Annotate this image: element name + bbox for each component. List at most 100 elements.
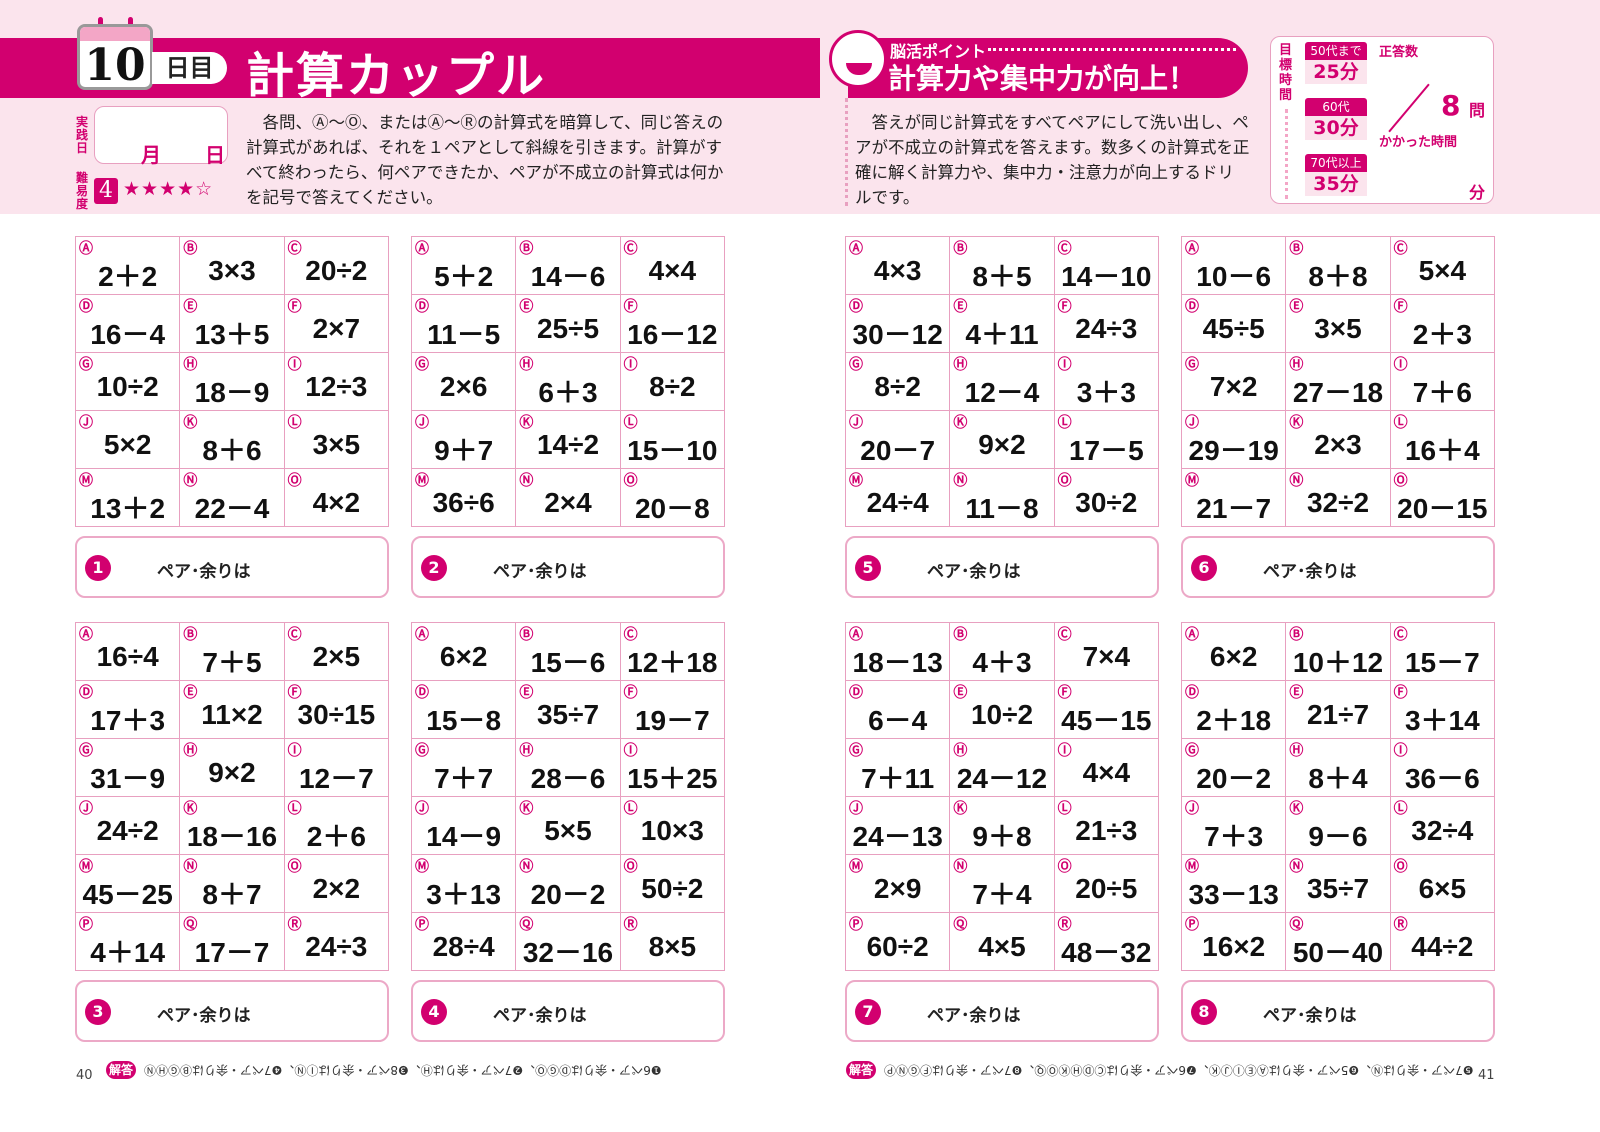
- expression-cell[interactable]: Ⓓ 30－12: [846, 295, 951, 353]
- expression-cell[interactable]: Ⓕ 2＋3: [1390, 295, 1495, 353]
- expression-cell[interactable]: Ⓑ 8＋8: [1286, 237, 1391, 295]
- expression-cell[interactable]: Ⓞ 50÷2: [620, 855, 725, 913]
- expression-cell[interactable]: Ⓕ 24÷3: [1054, 295, 1159, 353]
- answer-box-8[interactable]: 8 ペア･余りは: [1181, 980, 1495, 1042]
- expression-cell[interactable]: Ⓞ 4×2: [284, 469, 389, 527]
- expression-cell[interactable]: Ⓟ 28÷4: [412, 913, 517, 971]
- expression-cell[interactable]: Ⓐ 16÷4: [76, 623, 181, 681]
- expression-cell[interactable]: Ⓓ 17＋3: [76, 681, 181, 739]
- expression-cell[interactable]: Ⓒ 4×4: [620, 237, 725, 295]
- expression-cell[interactable]: Ⓝ 32÷2: [1286, 469, 1391, 527]
- answer-box-7[interactable]: 7 ペア･余りは: [845, 980, 1159, 1042]
- expression-cell[interactable]: Ⓞ 6×5: [1390, 855, 1495, 913]
- expression-cell[interactable]: Ⓚ 18－16: [180, 797, 285, 855]
- expression-cell[interactable]: Ⓓ 11－5: [412, 295, 517, 353]
- expression-cell[interactable]: Ⓐ 6×2: [412, 623, 517, 681]
- expression-cell[interactable]: Ⓕ 30÷15: [284, 681, 389, 739]
- expression-cell[interactable]: Ⓒ 14－10: [1054, 237, 1159, 295]
- expression-cell[interactable]: Ⓗ 18－9: [180, 353, 285, 411]
- expression-cell[interactable]: Ⓛ 17－5: [1054, 411, 1159, 469]
- expression-cell[interactable]: Ⓐ 4×3: [846, 237, 951, 295]
- expression-cell[interactable]: Ⓔ 35÷7: [516, 681, 621, 739]
- expression-cell[interactable]: Ⓞ 2×2: [284, 855, 389, 913]
- expression-cell[interactable]: Ⓞ 30÷2: [1054, 469, 1159, 527]
- expression-cell[interactable]: Ⓖ 10÷2: [76, 353, 181, 411]
- expression-cell[interactable]: Ⓑ 7＋5: [180, 623, 285, 681]
- expression-cell[interactable]: Ⓛ 3×5: [284, 411, 389, 469]
- expression-cell[interactable]: Ⓒ 7×4: [1054, 623, 1159, 681]
- expression-cell[interactable]: Ⓙ 29－19: [1182, 411, 1287, 469]
- answer-box-2[interactable]: 2 ペア･余りは: [411, 536, 725, 598]
- answer-box-1[interactable]: 1 ペア･余りは: [75, 536, 389, 598]
- expression-cell[interactable]: Ⓡ 48－32: [1054, 913, 1159, 971]
- answer-box-6[interactable]: 6 ペア･余りは: [1181, 536, 1495, 598]
- expression-cell[interactable]: Ⓔ 4＋11: [950, 295, 1055, 353]
- expression-cell[interactable]: Ⓝ 8＋7: [180, 855, 285, 913]
- expression-cell[interactable]: Ⓖ 7×2: [1182, 353, 1287, 411]
- expression-cell[interactable]: Ⓔ 21÷7: [1286, 681, 1391, 739]
- expression-cell[interactable]: Ⓙ 9＋7: [412, 411, 517, 469]
- expression-cell[interactable]: Ⓝ 20－2: [516, 855, 621, 913]
- expression-cell[interactable]: Ⓡ 8×5: [620, 913, 725, 971]
- expression-cell[interactable]: Ⓚ 14÷2: [516, 411, 621, 469]
- expression-cell[interactable]: Ⓚ 5×5: [516, 797, 621, 855]
- expression-cell[interactable]: Ⓠ 32－16: [516, 913, 621, 971]
- expression-cell[interactable]: Ⓖ 20－2: [1182, 739, 1287, 797]
- expression-cell[interactable]: Ⓓ 2＋18: [1182, 681, 1287, 739]
- expression-cell[interactable]: Ⓛ 16＋4: [1390, 411, 1495, 469]
- answer-box-4[interactable]: 4 ペア･余りは: [411, 980, 725, 1042]
- expression-cell[interactable]: Ⓛ 21÷3: [1054, 797, 1159, 855]
- expression-cell[interactable]: Ⓗ 28－6: [516, 739, 621, 797]
- expression-cell[interactable]: Ⓠ 4×5: [950, 913, 1055, 971]
- expression-cell[interactable]: Ⓠ 50－40: [1286, 913, 1391, 971]
- expression-cell[interactable]: Ⓖ 2×6: [412, 353, 517, 411]
- expression-cell[interactable]: Ⓔ 25÷5: [516, 295, 621, 353]
- expression-cell[interactable]: Ⓖ 7＋7: [412, 739, 517, 797]
- expression-cell[interactable]: Ⓑ 10＋12: [1286, 623, 1391, 681]
- expression-cell[interactable]: Ⓟ 16×2: [1182, 913, 1287, 971]
- expression-cell[interactable]: Ⓠ 17－7: [180, 913, 285, 971]
- expression-cell[interactable]: Ⓐ 5＋2: [412, 237, 517, 295]
- expression-cell[interactable]: Ⓘ 7＋6: [1390, 353, 1495, 411]
- expression-cell[interactable]: Ⓜ 33－13: [1182, 855, 1287, 913]
- expression-cell[interactable]: Ⓗ 6＋3: [516, 353, 621, 411]
- expression-cell[interactable]: Ⓞ 20÷5: [1054, 855, 1159, 913]
- expression-cell[interactable]: Ⓗ 8＋4: [1286, 739, 1391, 797]
- expression-cell[interactable]: Ⓘ 12÷3: [284, 353, 389, 411]
- expression-cell[interactable]: Ⓛ 10×3: [620, 797, 725, 855]
- expression-cell[interactable]: Ⓜ 2×9: [846, 855, 951, 913]
- expression-cell[interactable]: Ⓑ 3×3: [180, 237, 285, 295]
- expression-cell[interactable]: Ⓕ 3＋14: [1390, 681, 1495, 739]
- expression-cell[interactable]: Ⓔ 3×5: [1286, 295, 1391, 353]
- expression-cell[interactable]: Ⓗ 12－4: [950, 353, 1055, 411]
- expression-cell[interactable]: Ⓐ 2＋2: [76, 237, 181, 295]
- expression-cell[interactable]: Ⓑ 14－6: [516, 237, 621, 295]
- expression-cell[interactable]: Ⓜ 24÷4: [846, 469, 951, 527]
- expression-cell[interactable]: Ⓓ 45÷5: [1182, 295, 1287, 353]
- date-field[interactable]: 月日: [94, 106, 228, 167]
- expression-cell[interactable]: Ⓘ 15＋25: [620, 739, 725, 797]
- expression-cell[interactable]: Ⓒ 12＋18: [620, 623, 725, 681]
- answer-box-5[interactable]: 5 ペア･余りは: [845, 536, 1159, 598]
- expression-cell[interactable]: Ⓘ 12－7: [284, 739, 389, 797]
- expression-cell[interactable]: Ⓚ 8＋6: [180, 411, 285, 469]
- expression-cell[interactable]: Ⓕ 45－15: [1054, 681, 1159, 739]
- answer-box-3[interactable]: 3 ペア･余りは: [75, 980, 389, 1042]
- expression-cell[interactable]: Ⓡ 44÷2: [1390, 913, 1495, 971]
- expression-cell[interactable]: Ⓑ 4＋3: [950, 623, 1055, 681]
- expression-cell[interactable]: Ⓕ 16－12: [620, 295, 725, 353]
- expression-cell[interactable]: Ⓒ 5×4: [1390, 237, 1495, 295]
- expression-cell[interactable]: Ⓞ 20－15: [1390, 469, 1495, 527]
- expression-cell[interactable]: Ⓜ 13＋2: [76, 469, 181, 527]
- expression-cell[interactable]: Ⓙ 14－9: [412, 797, 517, 855]
- expression-cell[interactable]: Ⓔ 13＋5: [180, 295, 285, 353]
- expression-cell[interactable]: Ⓞ 20－8: [620, 469, 725, 527]
- expression-cell[interactable]: Ⓐ 18－13: [846, 623, 951, 681]
- expression-cell[interactable]: Ⓐ 10－6: [1182, 237, 1287, 295]
- expression-cell[interactable]: Ⓖ 31－9: [76, 739, 181, 797]
- expression-cell[interactable]: Ⓖ 8÷2: [846, 353, 951, 411]
- expression-cell[interactable]: Ⓡ 24÷3: [284, 913, 389, 971]
- expression-cell[interactable]: Ⓝ 2×4: [516, 469, 621, 527]
- expression-cell[interactable]: Ⓕ 19－7: [620, 681, 725, 739]
- expression-cell[interactable]: Ⓑ 8＋5: [950, 237, 1055, 295]
